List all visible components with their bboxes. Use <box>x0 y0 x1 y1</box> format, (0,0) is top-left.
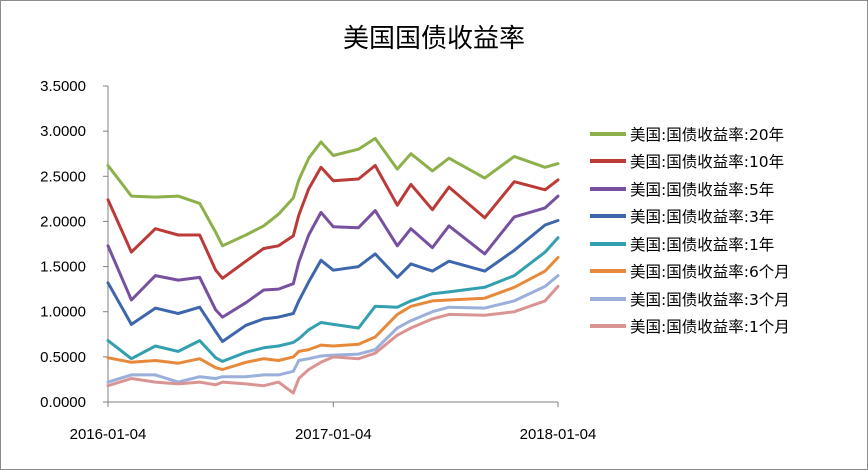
legend-label: 美国:国债收益率:5年 <box>630 180 775 199</box>
legend-label: 美国:国债收益率:20年 <box>630 125 785 144</box>
series-line-3 <box>106 219 560 343</box>
legend-label: 美国:国债收益率:3年 <box>630 208 775 227</box>
legend-swatch <box>590 269 626 274</box>
legend-item-0: 美国:国债收益率:20年 <box>590 120 860 148</box>
legend-label: 美国:国债收益率:1年 <box>630 235 775 254</box>
y-axis-ticks: 0.0000 0.5000 1.0000 1.5000 2.0000 2.5000 3.00… <box>40 78 108 411</box>
y-tick-label: 0.0000 <box>40 394 86 411</box>
legend-swatch <box>590 241 626 246</box>
legend-label: 美国:国债收益率:3个月 <box>630 290 790 309</box>
y-tick-label: 2.0000 <box>40 213 86 230</box>
legend-item-6: 美国:国债收益率:3个月 <box>590 285 860 313</box>
legend-swatch <box>590 324 626 329</box>
legend-swatch <box>590 214 626 219</box>
series-line-7 <box>106 284 560 395</box>
series-line-1 <box>106 164 560 280</box>
legend-item-7: 美国:国债收益率:1个月 <box>590 313 860 341</box>
y-tick-label: 0.5000 <box>40 349 86 366</box>
y-tick-label: 2.5000 <box>40 168 86 185</box>
y-tick-label: 1.0000 <box>40 304 86 321</box>
legend-item-3: 美国:国债收益率:3年 <box>590 203 860 231</box>
x-tick-label: 2017-01-04 <box>295 426 372 443</box>
series-line-4 <box>106 236 560 363</box>
series-line-6 <box>106 274 560 384</box>
legend-label: 美国:国债收益率:6个月 <box>630 263 790 282</box>
series-line-2 <box>106 194 560 319</box>
legend-item-4: 美国:国债收益率:1年 <box>590 230 860 258</box>
legend-swatch <box>590 131 626 136</box>
chart-title: 美国国债收益率 <box>342 24 525 54</box>
series-line-5 <box>106 256 560 371</box>
legend-label: 美国:国债收益率:1个月 <box>630 318 790 337</box>
series-line-0 <box>106 136 560 248</box>
legend: 美国:国债收益率:20年 美国:国债收益率:10年 美国:国债收益率:5年 美国:国债… <box>590 120 860 340</box>
legend-item-1: 美国:国债收益率:10年 <box>590 148 860 176</box>
legend-swatch <box>590 186 626 191</box>
x-tick-label: 2016-01-04 <box>70 426 147 443</box>
legend-swatch <box>590 296 626 301</box>
y-tick-label: 1.5000 <box>40 259 86 276</box>
x-tick-label: 2018-01-04 <box>520 426 597 443</box>
legend-item-5: 美国:国债收益率:6个月 <box>590 258 860 286</box>
y-tick-label: 3.0000 <box>40 123 86 140</box>
legend-item-2: 美国:国债收益率:5年 <box>590 175 860 203</box>
legend-swatch <box>590 159 626 164</box>
series-lines <box>106 136 560 395</box>
legend-label: 美国:国债收益率:10年 <box>630 153 785 172</box>
x-axis-ticks: 2016-01-04 2017-01-04 2018-01-04 <box>70 402 597 443</box>
y-tick-label: 3.5000 <box>40 78 86 95</box>
